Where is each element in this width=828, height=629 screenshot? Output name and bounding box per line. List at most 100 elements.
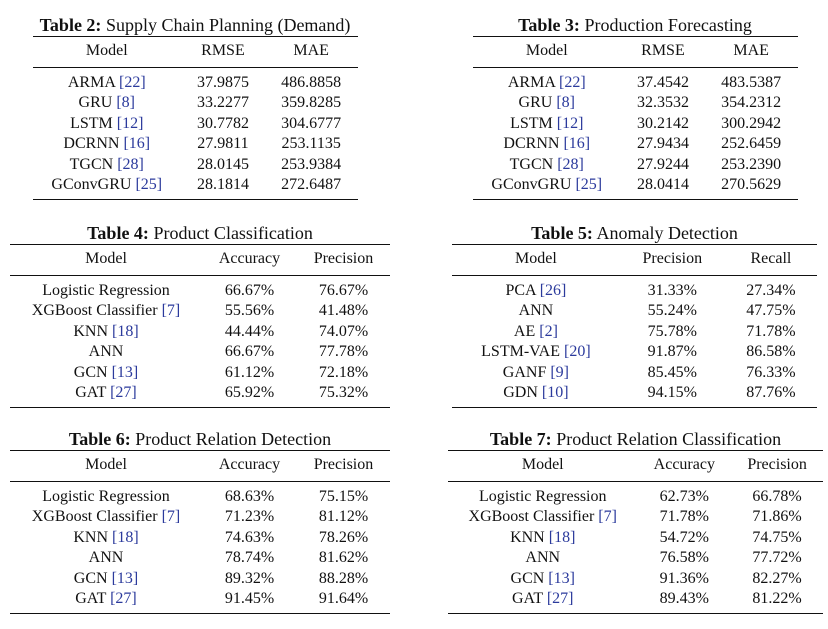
- table-row: KNN [18] 74.63% 78.26%: [10, 528, 390, 549]
- model-name: GRU: [78, 94, 113, 111]
- metric-value: 76.67%: [318, 281, 369, 299]
- metric-value: 91.45%: [202, 589, 297, 614]
- citation-link[interactable]: [13]: [111, 569, 139, 587]
- metric-value: 253.9384: [281, 155, 342, 173]
- citation-link[interactable]: [25]: [135, 176, 163, 193]
- column-header: MAE: [264, 36, 358, 68]
- table-row: GRU [8] 32.3532 354.2312: [473, 93, 798, 114]
- citation-link[interactable]: [28]: [557, 155, 584, 173]
- metric-value: 81.12%: [318, 508, 369, 525]
- metric-value: 61.12%: [224, 363, 275, 381]
- citation-link[interactable]: [27]: [110, 384, 137, 401]
- metric-value: 75.78%: [647, 322, 697, 340]
- citation-link[interactable]: [26]: [539, 281, 567, 299]
- model-name: GAT: [75, 590, 107, 607]
- table-row: ANN 66.67% 77.78%: [10, 342, 390, 363]
- model-name: ARMA: [507, 73, 555, 91]
- citation-link[interactable]: [27]: [110, 590, 137, 607]
- model-name: GCN: [73, 363, 108, 381]
- metric-value: 55.24%: [647, 302, 697, 319]
- metric-value: 71.78%: [746, 322, 796, 340]
- table-row: GCN [13] 89.32% 88.28%: [10, 569, 390, 590]
- citation-link[interactable]: [22]: [119, 73, 146, 91]
- citation-link[interactable]: [18]: [548, 528, 576, 546]
- model-cell: GAT [27]: [10, 383, 202, 408]
- metric-value: 359.8285: [281, 94, 342, 111]
- model-cell: KNN [18]: [10, 528, 202, 549]
- table-row: Logistic Regression 66.67% 76.67%: [10, 275, 390, 301]
- results-table: Model Accuracy Precision Logistic Regressio…: [448, 450, 823, 614]
- citation-link[interactable]: [28]: [117, 155, 144, 173]
- metric-value: 66.67%: [224, 281, 275, 299]
- model-name: KNN: [73, 322, 108, 340]
- model-name: TGCN: [69, 155, 114, 173]
- table-7-block: Table 7: Product Relation Classification…: [448, 428, 823, 614]
- model-cell: GDN [10]: [452, 383, 620, 408]
- table-row: KNN [18] 44.44% 74.07%: [10, 322, 390, 343]
- metric-value: 71.86%: [752, 508, 802, 525]
- citation-link[interactable]: [8]: [556, 94, 575, 111]
- table-row: XGBoost Classifier [7] 55.56% 41.48%: [10, 301, 390, 322]
- table-row: LSTM [12] 30.2142 300.2942: [473, 114, 798, 135]
- table-row: GCN [13] 91.36% 82.27%: [448, 569, 823, 590]
- metric-value: 300.2942: [721, 114, 782, 132]
- model-name: GConvGRU: [491, 176, 572, 193]
- table-row: Logistic Regression 62.73% 66.78%: [448, 481, 823, 507]
- metric-value: 62.73%: [659, 487, 709, 505]
- metric-value: 32.3532: [636, 94, 689, 111]
- citation-link[interactable]: [27]: [546, 590, 574, 607]
- results-table: Model Accuracy Precision Logistic Regressio…: [10, 244, 390, 408]
- table-label: Table 4:: [87, 223, 149, 243]
- citation-link[interactable]: [8]: [116, 94, 135, 111]
- metric-value: 27.9811: [197, 135, 249, 152]
- column-header: RMSE: [181, 36, 265, 68]
- citation-link[interactable]: [9]: [550, 363, 569, 381]
- citation-link[interactable]: [13]: [548, 569, 575, 587]
- metric-value: 86.58%: [746, 343, 796, 360]
- table-caption: Table 3: Production Forecasting: [450, 14, 820, 36]
- model-name: XGBoost Classifier: [468, 508, 595, 525]
- metric-value: 66.78%: [752, 487, 802, 505]
- metric-value: 30.2142: [636, 114, 689, 132]
- metric-value: 74.07%: [318, 322, 369, 340]
- metric-value: 71.23%: [224, 508, 275, 525]
- citation-link[interactable]: [12]: [556, 114, 584, 132]
- citation-link[interactable]: [18]: [112, 528, 139, 546]
- citation-link[interactable]: [16]: [563, 135, 591, 152]
- citation-link[interactable]: [7]: [161, 508, 181, 525]
- metric-value: 54.72%: [659, 528, 709, 546]
- model-cell: XGBoost Classifier [7]: [10, 507, 202, 528]
- table-label: Table 6:: [68, 429, 131, 449]
- model-name: TGCN: [509, 155, 554, 173]
- model-cell: GANF [9]: [452, 363, 620, 384]
- citation-link[interactable]: [7]: [161, 302, 181, 319]
- metric-value: 252.6459: [721, 135, 782, 152]
- metric-value: 68.63%: [224, 487, 275, 505]
- citation-link[interactable]: [13]: [111, 363, 139, 381]
- citation-link[interactable]: [25]: [575, 176, 603, 193]
- model-name: GANF: [502, 363, 547, 381]
- table-row: TGCN [28] 28.0145 253.9384: [33, 155, 358, 176]
- model-cell: LSTM-VAE [20]: [452, 342, 620, 363]
- table-title: Supply Chain Planning (Demand): [105, 15, 351, 35]
- table-row: GANF [9] 85.45% 76.33%: [452, 363, 817, 384]
- model-name: Logistic Regression: [478, 487, 607, 505]
- citation-link[interactable]: [12]: [116, 114, 144, 132]
- model-name: GAT: [511, 590, 543, 607]
- metric-value: 66.67%: [224, 343, 275, 360]
- column-header: Model: [452, 244, 620, 276]
- table-caption: Table 4: Product Classification: [10, 222, 390, 244]
- citation-link[interactable]: [16]: [123, 135, 151, 152]
- citation-link[interactable]: [22]: [559, 73, 586, 91]
- citation-link[interactable]: [7]: [598, 508, 617, 525]
- citation-link[interactable]: [18]: [112, 322, 139, 340]
- metric-value: 37.9875: [196, 73, 249, 91]
- results-table: Model Precision Recall PCA [26] 31.33% 27.34%…: [452, 244, 817, 408]
- citation-link[interactable]: [20]: [563, 343, 591, 360]
- table-row: GAT [27] 91.45% 91.64%: [10, 589, 390, 614]
- citation-link[interactable]: [2]: [539, 322, 558, 340]
- citation-link[interactable]: [10]: [541, 384, 569, 401]
- metric-value: 78.74%: [224, 549, 275, 566]
- model-name: LSTM: [70, 114, 113, 132]
- model-name: GRU: [518, 94, 553, 111]
